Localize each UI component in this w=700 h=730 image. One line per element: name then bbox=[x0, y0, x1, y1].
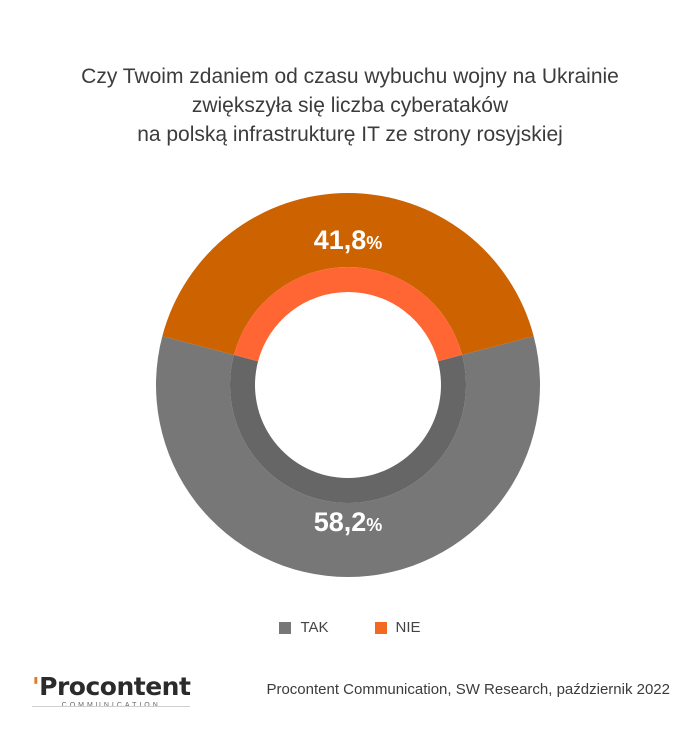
title-line-3: na polską infrastrukturę IT ze strony ro… bbox=[137, 123, 563, 146]
slice-nie bbox=[162, 192, 534, 355]
label-tak: 58,2% bbox=[314, 507, 383, 537]
slice-tak bbox=[156, 336, 540, 577]
legend-label-tak: TAK bbox=[300, 619, 329, 636]
legend-swatch-nie bbox=[374, 621, 387, 634]
slice-nie-inner bbox=[233, 267, 463, 362]
title-line-1: Czy Twoim zdaniem od czasu wybuchu wojny… bbox=[81, 65, 619, 88]
chart-title: Czy Twoim zdaniem od czasu wybuchu wojny… bbox=[0, 62, 700, 149]
legend-item-tak: TAK bbox=[279, 619, 329, 636]
logo-text: Procontent bbox=[39, 672, 191, 701]
legend-label-nie: NIE bbox=[395, 619, 421, 636]
label-nie: 41,8% bbox=[314, 225, 383, 255]
legend-swatch-tak bbox=[279, 621, 292, 634]
source-note: Procontent Communication, SW Research, p… bbox=[266, 681, 670, 698]
legend-item-nie: NIE bbox=[374, 619, 421, 636]
procontent-logo: 'Procontent COMMUNICATION bbox=[32, 672, 191, 709]
slice-tak-inner bbox=[230, 354, 467, 504]
title-line-2: zwiększyła się liczba cyberataków bbox=[191, 94, 509, 117]
logo-subtitle: COMMUNICATION bbox=[32, 702, 190, 709]
legend: TAK NIE bbox=[0, 619, 700, 636]
donut-chart: 41,8% 58,2% bbox=[156, 192, 540, 577]
footer: 'Procontent COMMUNICATION Procontent Com… bbox=[0, 672, 700, 712]
